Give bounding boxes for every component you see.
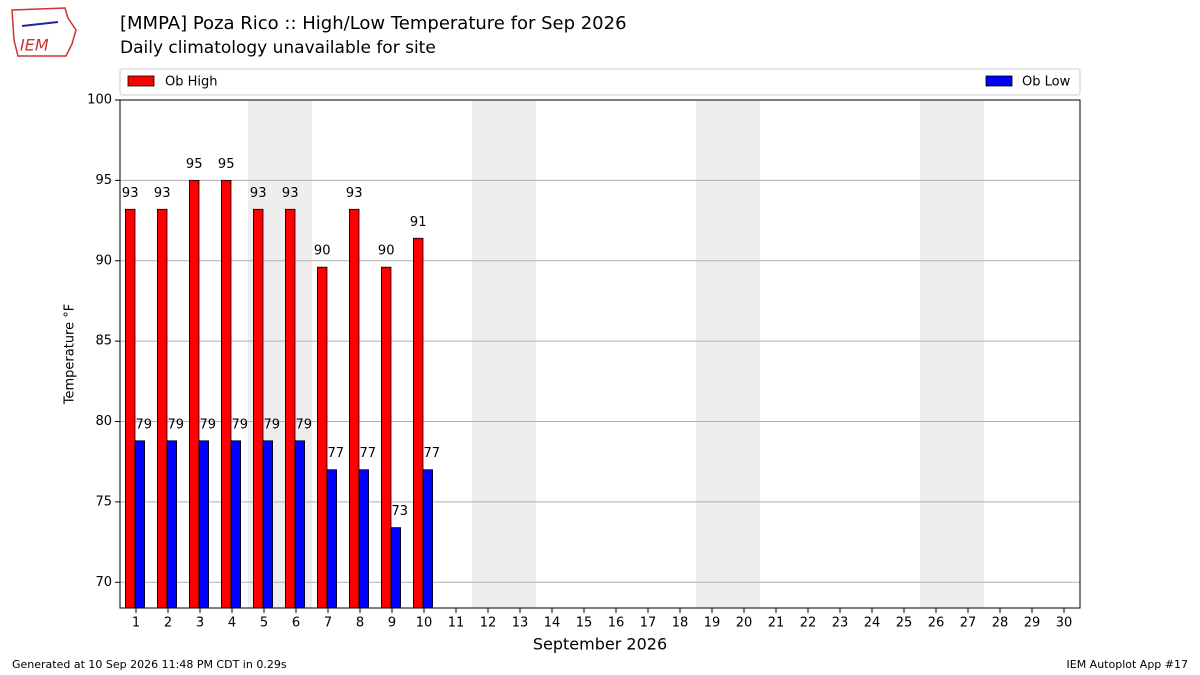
value-label: 90	[314, 244, 331, 259]
x-tick-label: 9	[388, 616, 396, 631]
value-label: 93	[122, 186, 139, 201]
value-label: 93	[250, 186, 267, 201]
x-tick-label: 24	[864, 616, 881, 631]
value-label: 91	[410, 215, 427, 230]
weekend-shade	[696, 100, 760, 608]
y-tick-label: 95	[95, 173, 112, 188]
bar	[125, 208, 136, 609]
x-tick-label: 18	[672, 616, 689, 631]
x-tick-label: 17	[640, 616, 657, 631]
x-tick-label: 19	[704, 616, 721, 631]
value-label: 79	[264, 417, 281, 432]
y-tick-label: 80	[95, 414, 112, 429]
x-tick-label: 28	[992, 616, 1009, 631]
x-tick-label: 12	[480, 616, 497, 631]
value-label: 93	[346, 186, 363, 201]
legend	[119, 68, 1081, 96]
bar	[134, 440, 146, 609]
x-tick-label: 3	[196, 616, 204, 631]
x-tick-label: 23	[832, 616, 849, 631]
y-tick-label: 100	[87, 93, 112, 108]
value-label: 73	[392, 504, 409, 519]
bar	[188, 179, 200, 609]
bar	[166, 440, 178, 609]
x-tick-label: 30	[1056, 616, 1073, 631]
bar	[294, 440, 306, 609]
x-tick-label: 29	[1024, 616, 1041, 631]
x-tick-label: 2	[164, 616, 172, 631]
value-label: 90	[378, 244, 395, 259]
weekend-shade	[920, 100, 984, 608]
bar	[220, 179, 232, 609]
value-label: 93	[282, 186, 299, 201]
x-tick-label: 26	[928, 616, 945, 631]
value-label: 77	[360, 446, 377, 461]
logo: IEM	[11, 7, 77, 57]
x-tick-label: 7	[324, 616, 332, 631]
weekend-shade	[472, 100, 536, 608]
bar	[252, 208, 264, 609]
x-tick-label: 5	[260, 616, 268, 631]
plot-frame	[119, 99, 1081, 609]
legend-swatch	[985, 75, 1013, 87]
x-tick-label: 15	[576, 616, 593, 631]
bar	[390, 527, 402, 609]
bar	[348, 208, 360, 609]
logo-text: IEM	[20, 36, 49, 55]
bar	[412, 237, 424, 609]
value-label: 77	[424, 446, 441, 461]
value-label: 79	[232, 417, 249, 432]
value-label: 79	[200, 417, 217, 432]
bar	[380, 266, 392, 609]
x-tick-label: 4	[228, 616, 236, 631]
y-tick-label: 90	[95, 253, 112, 268]
x-tick-label: 13	[512, 616, 529, 631]
value-label: 95	[186, 157, 203, 172]
bar	[422, 469, 434, 609]
bar	[284, 208, 296, 609]
value-label: 95	[218, 157, 235, 172]
chart-title: [MMPA] Poza Rico :: High/Low Temperature…	[120, 13, 627, 34]
x-tick-label: 22	[800, 616, 817, 631]
y-tick-label: 75	[95, 494, 112, 509]
x-tick-label: 11	[448, 616, 465, 631]
footer-left: Generated at 10 Sep 2026 11:48 PM CDT in…	[12, 658, 287, 671]
value-label: 77	[328, 446, 345, 461]
x-tick-label: 1	[132, 616, 140, 631]
bar	[156, 208, 168, 609]
x-tick-label: 25	[896, 616, 913, 631]
footer-right: IEM Autoplot App #17	[1067, 658, 1189, 671]
legend-swatch	[127, 75, 155, 87]
x-tick-label: 16	[608, 616, 625, 631]
x-tick-label: 8	[356, 616, 364, 631]
bar	[326, 469, 338, 609]
legend-label: Ob High	[165, 75, 218, 90]
value-label: 79	[136, 417, 153, 432]
y-tick-label: 70	[95, 575, 112, 590]
x-tick-label: 20	[736, 616, 753, 631]
bar	[198, 440, 210, 609]
value-label: 79	[168, 417, 185, 432]
x-axis-label: September 2026	[533, 635, 667, 654]
value-label: 93	[154, 186, 171, 201]
x-tick-label: 10	[416, 616, 433, 631]
y-tick-label: 85	[95, 334, 112, 349]
x-tick-label: 27	[960, 616, 977, 631]
x-tick-label: 21	[768, 616, 785, 631]
y-axis-label: Temperature °F	[63, 304, 78, 405]
x-tick-label: 6	[292, 616, 300, 631]
legend-label: Ob Low	[1022, 75, 1071, 90]
x-tick-label: 14	[544, 616, 561, 631]
bar	[230, 440, 242, 609]
bar	[316, 266, 328, 609]
bar	[262, 440, 274, 609]
bar	[358, 469, 370, 609]
chart-subtitle: Daily climatology unavailable for site	[120, 38, 436, 58]
value-label: 79	[296, 417, 313, 432]
